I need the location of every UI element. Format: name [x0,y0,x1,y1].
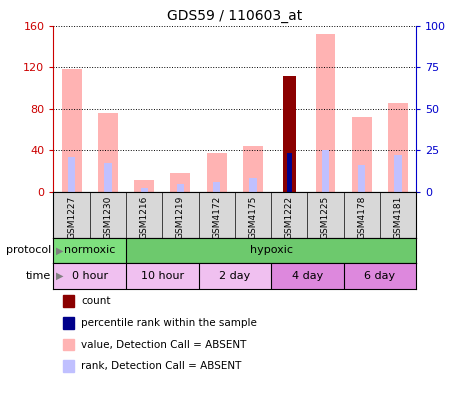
Bar [126,238,416,263]
Title: GDS59 / 110603_at: GDS59 / 110603_at [167,10,302,23]
Text: GSM4181: GSM4181 [393,196,403,239]
Bar [316,34,335,192]
Text: 2 day: 2 day [219,271,251,281]
Bar [249,177,257,192]
Text: hypoxic: hypoxic [250,246,292,255]
Bar [388,103,408,192]
Bar [207,152,226,192]
Bar [394,154,402,192]
Text: GSM1230: GSM1230 [103,196,113,239]
Bar [68,157,75,192]
Bar [271,263,344,289]
Bar [286,152,292,192]
Text: 0 hour: 0 hour [72,271,108,281]
Text: GSM1222: GSM1222 [285,196,294,239]
Text: GSM1227: GSM1227 [67,196,76,239]
Bar [53,263,126,289]
Text: time: time [26,271,51,281]
Text: ▶: ▶ [56,271,63,281]
Text: percentile rank within the sample: percentile rank within the sample [81,318,257,328]
Bar [134,179,154,192]
Bar [62,69,81,192]
Text: 6 day: 6 day [365,271,395,281]
Text: GSM1219: GSM1219 [176,196,185,239]
Text: count: count [81,296,111,306]
Bar [352,117,372,192]
Text: protocol: protocol [6,246,51,255]
Bar [322,150,329,192]
Text: GSM1216: GSM1216 [140,196,149,239]
Text: value, Detection Call = ABSENT: value, Detection Call = ABSENT [81,339,247,350]
Text: ▶: ▶ [56,246,63,255]
Bar [171,173,190,192]
Bar [283,76,296,192]
Text: rank, Detection Call = ABSENT: rank, Detection Call = ABSENT [81,361,242,371]
Bar [98,113,118,192]
Bar [104,163,112,192]
Text: GSM1225: GSM1225 [321,196,330,239]
Bar [53,238,126,263]
Bar [140,188,148,192]
Text: normoxic: normoxic [64,246,115,255]
Bar [177,184,184,192]
Bar [344,263,416,289]
Bar [213,182,220,192]
Bar [199,263,271,289]
Text: GSM4172: GSM4172 [212,196,221,239]
Text: GSM4178: GSM4178 [357,196,366,239]
Text: 4 day: 4 day [292,271,323,281]
Bar [126,263,199,289]
Text: 10 hour: 10 hour [141,271,184,281]
Text: GSM4175: GSM4175 [248,196,258,239]
Bar [243,146,263,192]
Bar [358,165,365,192]
